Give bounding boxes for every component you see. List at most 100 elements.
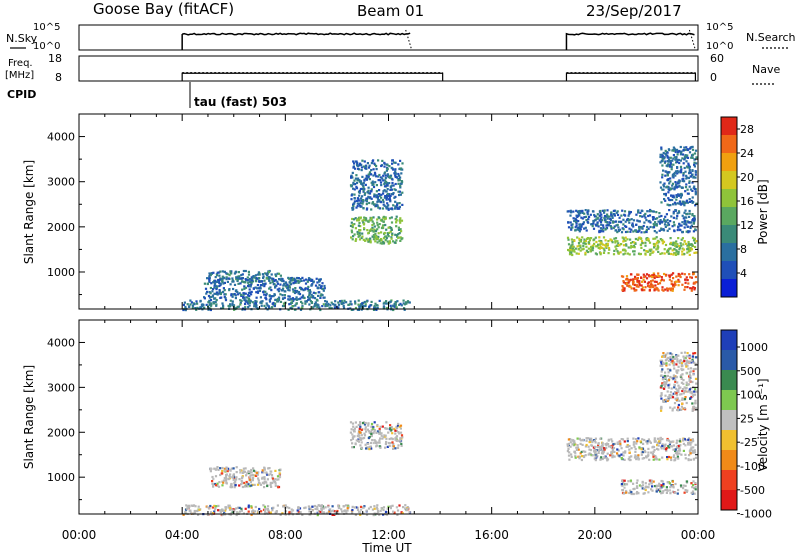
power-cell-4-240 — [391, 162, 394, 165]
velocity-cell-3-118 — [656, 437, 659, 440]
velocity-cell-1-43 — [278, 472, 281, 475]
velocity-cell-3-241 — [609, 454, 612, 457]
velocity-cell-1-151 — [232, 473, 235, 476]
velocity-cell-1-132 — [215, 467, 218, 470]
power-cell-6-14 — [690, 224, 693, 227]
power-cell-4-334 — [376, 195, 379, 198]
power-cell-0-186 — [205, 303, 208, 306]
power-cell-5-62 — [629, 246, 632, 249]
velocity-cell-2-162 — [392, 445, 395, 448]
velocity-cell-0-288 — [320, 507, 323, 511]
power-cell-8-282 — [682, 174, 685, 177]
velocity-cell-2-172 — [367, 424, 370, 427]
power-cell-4-332 — [395, 175, 398, 178]
velocity-cell-3-182 — [600, 452, 604, 455]
power-cell-0-131 — [240, 299, 243, 302]
velocity-cell-3-375 — [611, 440, 614, 443]
power-cell-6-59 — [597, 225, 600, 228]
velocity-cell-5-89 — [665, 364, 668, 367]
velocity-cell-2-191 — [367, 430, 371, 433]
power-cell-3-108 — [397, 228, 401, 231]
velocity-cell-0-189 — [269, 511, 272, 514]
power-cell-6-222 — [689, 225, 692, 229]
power-cell-4-52 — [391, 193, 394, 196]
velocity-cell-5-51 — [659, 386, 662, 389]
velocity-cell-4-57 — [643, 492, 646, 495]
power-cell-4-242 — [363, 193, 366, 196]
velocity-cell-1-207 — [276, 475, 280, 478]
velocity-cell-1-195 — [235, 466, 238, 469]
power-cell-6-158 — [685, 213, 688, 216]
velocity-cell-5-30 — [661, 387, 664, 390]
power-cell-6-160 — [678, 223, 681, 226]
power-cell-2-347 — [278, 287, 281, 290]
velocity-cell-3-359 — [657, 440, 661, 443]
power-cell-4-35 — [396, 202, 399, 205]
power-cell-5-240 — [579, 246, 582, 249]
power-cell-1-25 — [274, 273, 277, 276]
velocity-cell-0-13 — [326, 511, 329, 514]
velocity-cell-2-80 — [371, 439, 374, 442]
power-cell-5-322 — [680, 238, 683, 241]
power-cell-5-288 — [584, 251, 587, 254]
power-cell-5-172 — [674, 253, 678, 256]
velocity-cell-4-132 — [672, 485, 675, 488]
power-cell-2-326 — [249, 285, 252, 288]
power-cell-8-278 — [671, 159, 674, 162]
velocity-cell-3-48 — [604, 455, 607, 458]
velocity-cell-0-302 — [263, 505, 267, 508]
power-cell-4-74 — [380, 196, 383, 199]
power-cell-7-33 — [689, 287, 692, 290]
power-cell-3-57 — [380, 231, 383, 234]
velocity-cell-5-132 — [665, 375, 668, 378]
power-cell-0-289 — [392, 304, 395, 307]
power-cell-5-150 — [581, 236, 584, 239]
power-cell-7-111 — [632, 278, 635, 281]
power-cell-3-114 — [354, 239, 357, 242]
velocity-cell-3-65 — [578, 437, 581, 440]
power-cell-3-37 — [367, 232, 370, 235]
power-cell-4-235 — [381, 177, 384, 180]
power-cell-5-73 — [667, 252, 671, 255]
power-cell-2-176 — [292, 298, 296, 301]
power-cell-6-322 — [667, 221, 670, 224]
velocity-cell-4-133 — [629, 479, 632, 482]
velocity-cell-1-172 — [267, 467, 270, 470]
power-cell-2-268 — [285, 285, 288, 288]
power-cell-7-84 — [656, 287, 659, 290]
velocity-cell-2-73 — [390, 437, 393, 440]
power-cell-2-199 — [258, 289, 262, 292]
velocity-cell-4-83 — [632, 492, 635, 496]
velocity-cell-4-111 — [651, 489, 654, 492]
power-cell-8-66 — [664, 194, 667, 197]
velocity-cell-4-110 — [641, 484, 645, 487]
velocity-cell-5-251 — [688, 388, 691, 391]
power-cell-6-13 — [579, 223, 582, 226]
power-cell-0-135 — [406, 300, 410, 303]
velocity-cell-5-291 — [686, 352, 689, 355]
power-cell-6-224 — [668, 227, 671, 230]
velocity-cell-2-177 — [376, 441, 379, 444]
power-cell-0-85 — [279, 300, 283, 303]
velocity-cell-3-54 — [671, 440, 675, 443]
velocity-cell-5-269 — [680, 393, 683, 396]
power-cell-4-50 — [379, 181, 383, 184]
velocity-cell-3-395 — [641, 438, 644, 441]
power-cell-0-80 — [354, 300, 357, 303]
velocity-cell-3-197 — [674, 457, 677, 460]
velocity-cell-3-226 — [690, 441, 693, 444]
power-cell-5-104 — [616, 250, 619, 253]
power-cell-0-288 — [268, 300, 272, 303]
velocity-cell-2-193 — [370, 432, 373, 435]
power-cell-0-166 — [349, 303, 352, 306]
velocity-cell-2-30 — [373, 421, 376, 424]
velocity-cell-5-44 — [673, 402, 677, 405]
velocity-cell-0-143 — [284, 513, 287, 516]
velocity-cell-3-382 — [629, 458, 632, 462]
power-cell-0-100 — [363, 300, 366, 304]
power-cell-2-96 — [205, 292, 208, 295]
power-cell-2-180 — [291, 297, 294, 300]
power-cell-1-66 — [216, 271, 219, 274]
power-cell-5-41 — [622, 244, 626, 247]
power-cell-8-90 — [674, 170, 678, 173]
